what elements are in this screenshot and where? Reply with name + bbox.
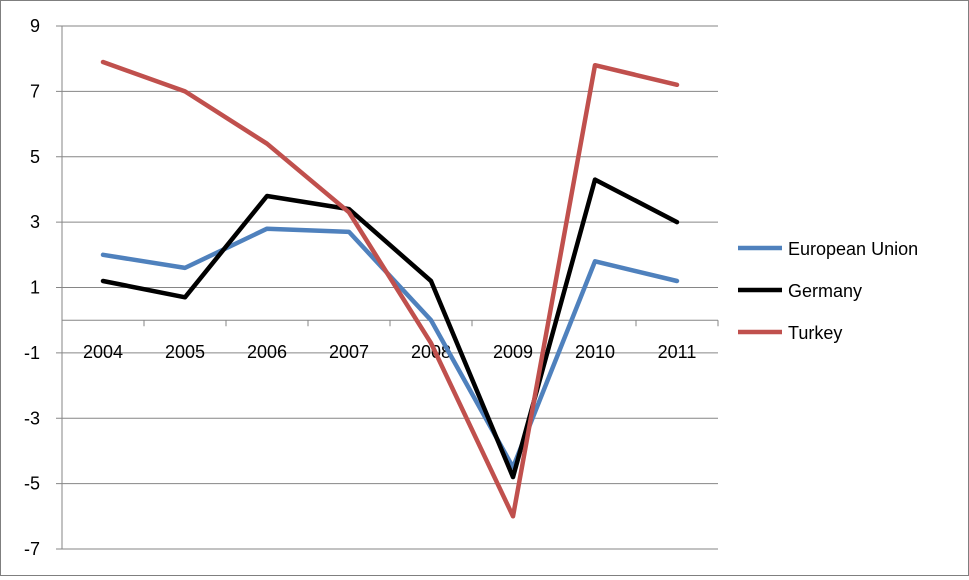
series-line-turkey <box>100 59 680 519</box>
x-tick-label: 2010 <box>575 342 615 362</box>
x-tick-label: 2005 <box>165 342 205 362</box>
x-tick-label: 2004 <box>83 342 123 362</box>
gridlines <box>62 25 718 550</box>
y-axis-tick-labels: -7 -5 -3 -1 1 3 5 7 9 <box>24 16 40 559</box>
y-tick-label: -1 <box>24 343 40 363</box>
y-tick-label: -5 <box>24 474 40 494</box>
legend: European Union Germany Turkey <box>738 239 918 343</box>
y-tick-label: 1 <box>30 278 40 298</box>
legend-label: Turkey <box>788 323 842 343</box>
legend-label: European Union <box>788 239 918 259</box>
x-axis-tick-labels: 2004 2005 2006 2007 2008 2009 2010 2011 <box>83 342 696 362</box>
y-tick-label: 5 <box>30 147 40 167</box>
series-line-germany <box>100 177 680 480</box>
x-tick-label: 2008 <box>411 342 451 362</box>
axes <box>56 25 719 550</box>
x-tick-label: 2007 <box>329 342 369 362</box>
x-tick-label: 2006 <box>247 342 287 362</box>
series-lines <box>100 59 680 519</box>
y-tick-label: -7 <box>24 539 40 559</box>
x-tick-label: 2009 <box>493 342 533 362</box>
y-tick-label: 9 <box>30 16 40 36</box>
y-tick-label: 3 <box>30 212 40 232</box>
y-tick-label: 7 <box>30 81 40 101</box>
x-tick-label: 2011 <box>658 342 697 362</box>
legend-label: Germany <box>788 281 862 301</box>
y-tick-label: -3 <box>24 408 40 428</box>
